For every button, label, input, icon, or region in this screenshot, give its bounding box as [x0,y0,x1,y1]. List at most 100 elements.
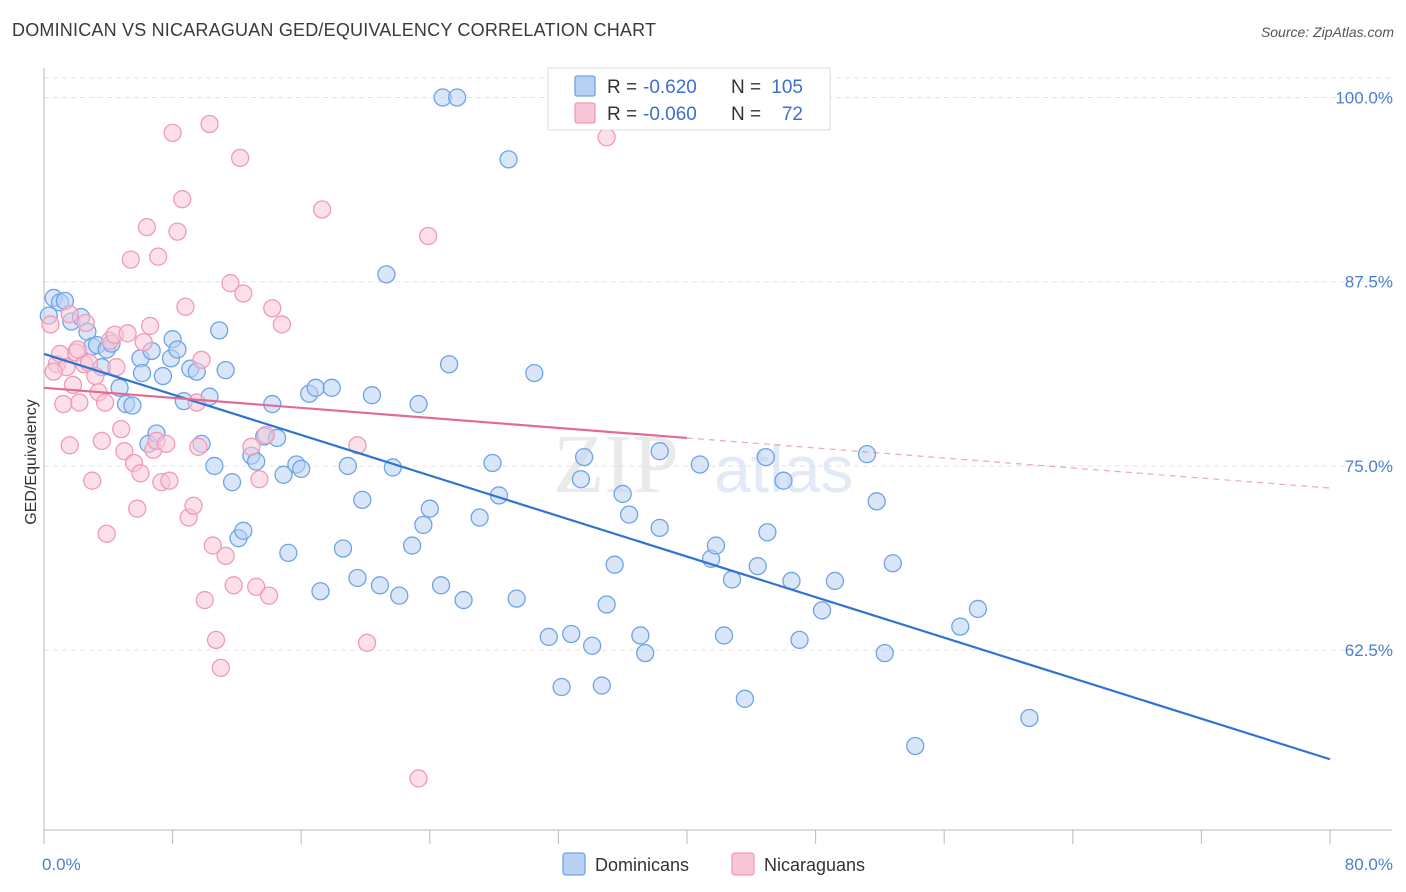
legend-r-label-2: R = [607,104,637,125]
nicaraguans-point [195,590,214,610]
bottom-legend-nicaraguans-swatch [731,852,755,876]
nicaraguans-point [203,536,222,555]
nicaraguans-point [272,315,292,334]
dominicans-point [906,736,925,756]
dominicans-point [631,626,650,645]
dominicans-point [234,521,253,540]
nicaraguans-trend-solid [43,386,688,440]
y-axis-title: GED/Equivalency [23,399,40,524]
dominicans-point [825,571,845,591]
nicaraguans-point [263,299,282,318]
watermark-atlas: atlas [714,432,853,506]
nicaraguans-point [160,471,179,490]
dominicans-point [690,455,710,474]
nicaraguans-point [95,393,115,412]
dominicans-point [790,630,809,650]
dominicans-point [714,626,734,645]
nicaraguans-point [131,464,150,483]
legend-r-value-1: -0.620 [643,77,697,98]
dominicans-point [571,470,591,489]
dominicans-point [650,518,669,538]
nicaraguans-point [60,436,79,455]
dominicans-point [322,378,341,397]
nicaraguans-point [112,419,131,439]
dominicans-point [525,363,544,383]
dominicans-point [402,536,422,555]
dominicans-point [857,445,877,464]
dominicans-point [499,150,518,169]
dominicans-point [216,360,235,380]
dominicans-point [483,453,502,473]
y-tick-labels: 62.5% 75.0% 87.5% 100.0% [1335,88,1393,660]
dominicans-point [353,490,372,509]
dominicans-point [110,378,129,397]
dominicans-point [867,492,886,511]
legend: R = -0.620 N = 105 R = -0.060 N = 72 [547,67,831,131]
dominicans-point [447,88,467,107]
dominicans-point [205,456,224,476]
dominicans-point [306,378,325,397]
chart-title: DOMINICAN VS NICARAGUAN GED/EQUIVALENCY … [12,20,657,40]
dominicans-point [706,536,726,555]
nicaraguans-point [409,769,428,788]
nicaraguans-point [137,218,157,237]
nicaraguans-point [247,577,266,596]
dominicans-point [539,627,558,647]
x-tick-labels: 0.0% 80.0% [42,855,1393,874]
dominicans-point [592,676,611,695]
legend-dominicans-swatch [574,75,596,97]
dominicans-points [39,88,1039,756]
dominicans-point [597,595,616,614]
nicaraguans-point [128,499,147,518]
dominicans-point [409,394,428,414]
nicaraguans-point [163,123,182,143]
nicaraguans-point [312,200,332,219]
dominicans-point [338,456,357,476]
nicaraguans-point [76,313,95,333]
nicaraguans-point [211,658,230,678]
nicaraguans-point [118,324,137,343]
dominicans-point [636,643,655,663]
dominicans-point [619,505,639,524]
dominicans-point [470,508,489,527]
dominicans-point [263,394,282,414]
bottom-legend-dominicans-label: Dominicans [595,855,689,875]
nicaraguans-point [107,358,126,377]
nicaraguans-point [189,437,208,456]
dominicans-point [168,340,187,359]
bottom-legend-nicaraguans-label: Nicaraguans [764,855,865,875]
nicaraguans-point [44,362,63,381]
nicaraguans-point [70,393,89,412]
legend-n-label-1: N = [731,77,761,98]
legend-n-label-2: N = [731,104,761,125]
y-tick-label: 87.5% [1345,273,1393,292]
nicaraguans-point [83,471,102,490]
nicaraguans-point [173,190,192,209]
x-tick-label-end: 80.0% [1345,855,1393,874]
nicaraguans-point [234,284,253,303]
dominicans-point [756,447,775,467]
dominicans-point [431,576,451,595]
dominicans-point [883,554,902,573]
nicaraguans-point [192,350,211,369]
nicaraguans-point [54,394,73,414]
legend-n-value-1: 105 [771,77,803,98]
dominicans-point [439,355,459,374]
nicaraguans-point [148,247,168,266]
y-tick-label: 100.0% [1335,88,1393,107]
nicaraguans-point [221,274,240,293]
dominicans-point [377,265,396,284]
nicaraguans-point [168,222,187,241]
y-tick-label: 75.0% [1345,457,1393,476]
nicaraguans-point [259,586,279,605]
dominicans-point [552,677,571,697]
nicaraguans-point [92,431,112,451]
source-label: Source: ZipAtlas.com [1260,24,1394,40]
nicaraguans-point [200,114,219,134]
dominicans-point [758,523,777,542]
nicaraguans-point [256,425,275,445]
legend-n-value-2: 72 [782,104,803,125]
nicaraguans-point [184,496,203,515]
nicaraguans-point [115,442,134,461]
